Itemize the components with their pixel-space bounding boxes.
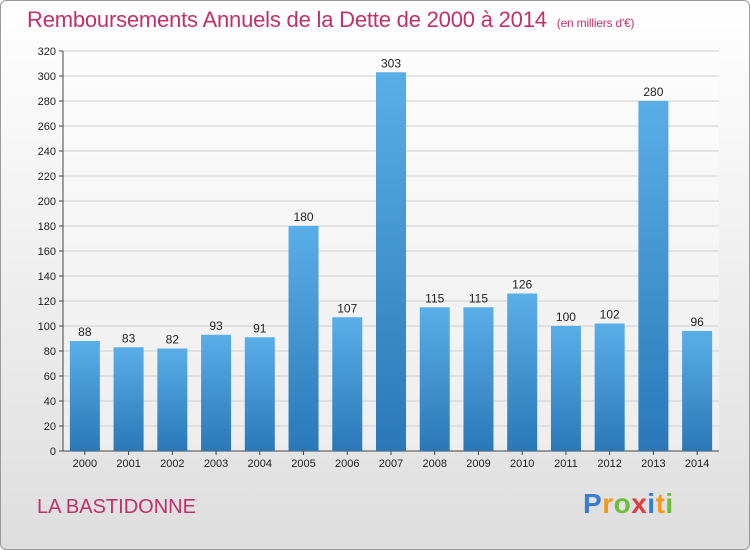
data-label: 100 (556, 310, 576, 324)
bar (69, 341, 100, 451)
proxiti-logo: Proxiti (583, 488, 674, 520)
x-tick-label: 2010 (510, 458, 534, 470)
title-text: Remboursements Annuels de la Dette de 20… (27, 7, 547, 32)
x-tick-label: 2012 (597, 458, 621, 470)
x-tick-label: 2011 (554, 458, 578, 470)
y-tick-label: 280 (38, 96, 56, 108)
x-tick-label: 2005 (291, 458, 315, 470)
x-tick-label: 2003 (204, 458, 228, 470)
x-tick-label: 2014 (685, 458, 709, 470)
data-label: 107 (337, 301, 357, 315)
bar (419, 307, 450, 451)
commune-name: LA BASTIDONNE (37, 496, 196, 518)
y-tick-label: 260 (38, 121, 56, 133)
data-label: 102 (600, 308, 620, 322)
bar (288, 226, 319, 451)
logo-letter: x (631, 488, 648, 519)
data-label: 83 (122, 331, 136, 345)
logo-letter: P (583, 488, 603, 519)
logo-letter: i (647, 488, 656, 519)
y-tick-label: 80 (44, 346, 56, 358)
chart-title: Remboursements Annuels de la Dette de 20… (27, 7, 635, 33)
y-tick-label: 200 (38, 196, 56, 208)
bar (113, 347, 144, 451)
x-tick-label: 2008 (422, 458, 446, 470)
bar (332, 317, 363, 451)
y-tick-label: 140 (38, 271, 56, 283)
bar (638, 101, 669, 451)
data-label: 82 (166, 333, 180, 347)
bar (376, 72, 406, 451)
bar (594, 323, 625, 451)
y-tick-label: 180 (38, 221, 56, 233)
x-tick-label: 2006 (335, 458, 359, 470)
bar (244, 337, 275, 451)
y-tick-label: 60 (44, 371, 56, 383)
data-label: 115 (469, 291, 488, 305)
y-tick-label: 160 (38, 246, 56, 258)
data-label: 93 (209, 319, 223, 333)
unit-label: (en milliers d'€) (556, 16, 635, 30)
data-label: 115 (425, 291, 444, 305)
bar (682, 331, 713, 451)
logo-letter: o (613, 488, 632, 519)
bar (463, 307, 494, 451)
bar (201, 334, 232, 451)
x-tick-label: 2013 (641, 458, 665, 470)
y-tick-label: 300 (38, 71, 56, 83)
x-tick-label: 2002 (160, 458, 184, 470)
data-label: 96 (690, 315, 704, 329)
x-tick-label: 2009 (466, 458, 490, 470)
y-tick-label: 40 (44, 396, 56, 408)
y-tick-label: 20 (44, 421, 56, 433)
logo-letter: t (655, 488, 666, 519)
data-label: 180 (294, 210, 314, 224)
logo-letter: r (602, 488, 614, 519)
x-tick-label: 2000 (73, 458, 97, 470)
data-label: 126 (512, 278, 532, 292)
x-tick-label: 2001 (116, 458, 140, 470)
bar (550, 326, 581, 451)
y-tick-label: 220 (38, 171, 56, 183)
data-label: 303 (381, 56, 401, 70)
y-tick-label: 120 (38, 296, 56, 308)
bar (507, 293, 538, 451)
y-tick-label: 320 (38, 46, 56, 58)
logo-letter: i (665, 488, 674, 519)
y-tick-label: 240 (38, 146, 56, 158)
y-tick-label: 0 (50, 446, 56, 458)
y-tick-label: 100 (38, 321, 56, 333)
x-tick-label: 2004 (248, 458, 272, 470)
data-label: 280 (643, 85, 663, 99)
data-label: 91 (253, 321, 267, 335)
x-tick-label: 2007 (379, 458, 403, 470)
data-label: 88 (78, 325, 92, 339)
bar (157, 348, 188, 451)
